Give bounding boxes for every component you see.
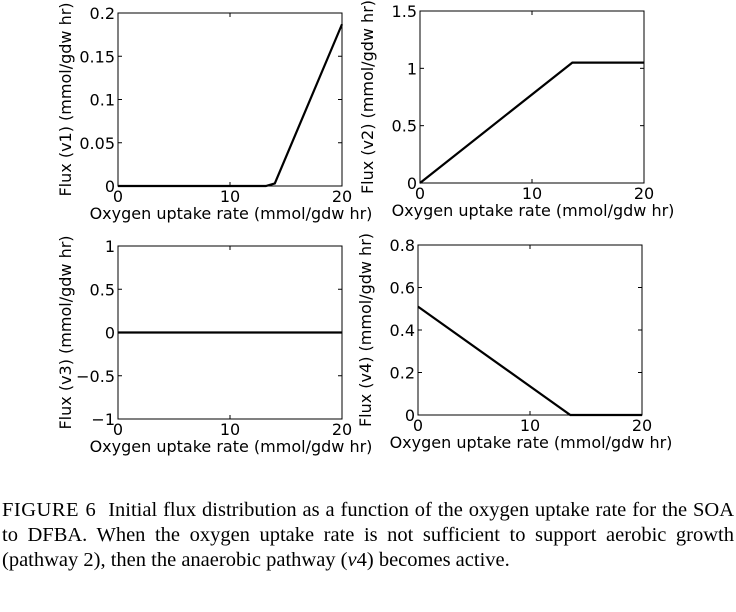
x-tick-label: 20 xyxy=(634,184,654,203)
panel-3: 0 10 20 −1 −0.5 0 0.5 1 Oxygen uptake rate (mmol… xyxy=(56,235,372,456)
plot-frame xyxy=(117,12,343,187)
y-tick-label: 1 xyxy=(407,59,417,78)
x-tick-label: 10 xyxy=(520,416,540,435)
x-tick-label: 0 xyxy=(113,187,123,206)
y-tick-label: 0.5 xyxy=(392,117,417,136)
x-axis-label: Oxygen uptake rate (mmol/gdw hr) xyxy=(90,437,373,456)
panel-1: 0 10 20 0 0.05 0.1 0.15 0.2 Oxygen uptake rate (… xyxy=(56,2,372,223)
y-tick-label: 0 xyxy=(105,177,115,196)
y-tick-label: 0.5 xyxy=(90,280,115,299)
y-tick-label: 1 xyxy=(105,237,115,256)
x-tick-label: 0 xyxy=(415,184,425,203)
y-tick-label: −1 xyxy=(91,410,115,429)
x-tick-label: 10 xyxy=(220,420,240,439)
y-tick-label: −0.5 xyxy=(76,367,115,386)
y-axis-label: Flux (v3) (mmol/gdw hr) xyxy=(56,235,75,429)
x-tick-label: 10 xyxy=(522,184,542,203)
caption-label: FIGURE 6 xyxy=(2,499,97,521)
x-axis-label: Oxygen uptake rate (mmol/gdw hr) xyxy=(390,433,673,452)
y-tick-label: 0 xyxy=(405,406,415,425)
x-tick-label: 20 xyxy=(332,420,352,439)
y-tick-label: 0.05 xyxy=(79,134,115,153)
x-tick-label: 0 xyxy=(113,420,123,439)
y-tick-label: 0.2 xyxy=(90,4,115,23)
x-tick-label: 0 xyxy=(413,416,423,435)
y-axis-label: Flux (v2) (mmol/gdw hr) xyxy=(358,0,377,194)
y-tick-label: 0.15 xyxy=(79,47,115,66)
caption-italic: v xyxy=(347,549,357,571)
y-tick-label: 0.2 xyxy=(390,364,415,383)
y-tick-label: 0.1 xyxy=(90,91,115,110)
x-tick-label: 10 xyxy=(220,187,240,206)
y-tick-label: 0 xyxy=(407,174,417,193)
series-line xyxy=(419,61,644,184)
y-tick-label: 0.8 xyxy=(390,236,415,255)
y-tick-label: 0 xyxy=(105,324,115,343)
y-tick-label: 0.6 xyxy=(390,279,415,298)
x-axis-label: Oxygen uptake rate (mmol/gdw hr) xyxy=(392,201,675,220)
y-tick-label: 1.5 xyxy=(392,2,417,21)
y-axis-label: Flux (v4) (mmol/gdw hr) xyxy=(356,233,375,427)
series-line xyxy=(417,305,642,417)
x-axis-label: Oxygen uptake rate (mmol/gdw hr) xyxy=(90,204,373,223)
x-tick-label: 20 xyxy=(632,416,652,435)
y-tick-label: 0.4 xyxy=(390,321,415,340)
caption-text-end: 4) becomes active. xyxy=(356,549,510,571)
caption-text: Initial flux distribution as a function … xyxy=(2,499,734,571)
figure-caption: FIGURE 6 Initial flux distribution as a f… xyxy=(2,498,734,573)
y-axis-label: Flux (v1) (mmol/gdw hr) xyxy=(56,2,75,196)
x-tick-label: 20 xyxy=(332,187,352,206)
panel-4: 0 10 20 0 0.2 0.4 0.6 0.8 Oxygen uptake rate (mm… xyxy=(356,233,672,452)
series-line xyxy=(118,23,344,188)
panel-2: 0 10 20 0 0.5 1 1.5 Oxygen uptake rate (mmol/gd… xyxy=(358,0,674,220)
